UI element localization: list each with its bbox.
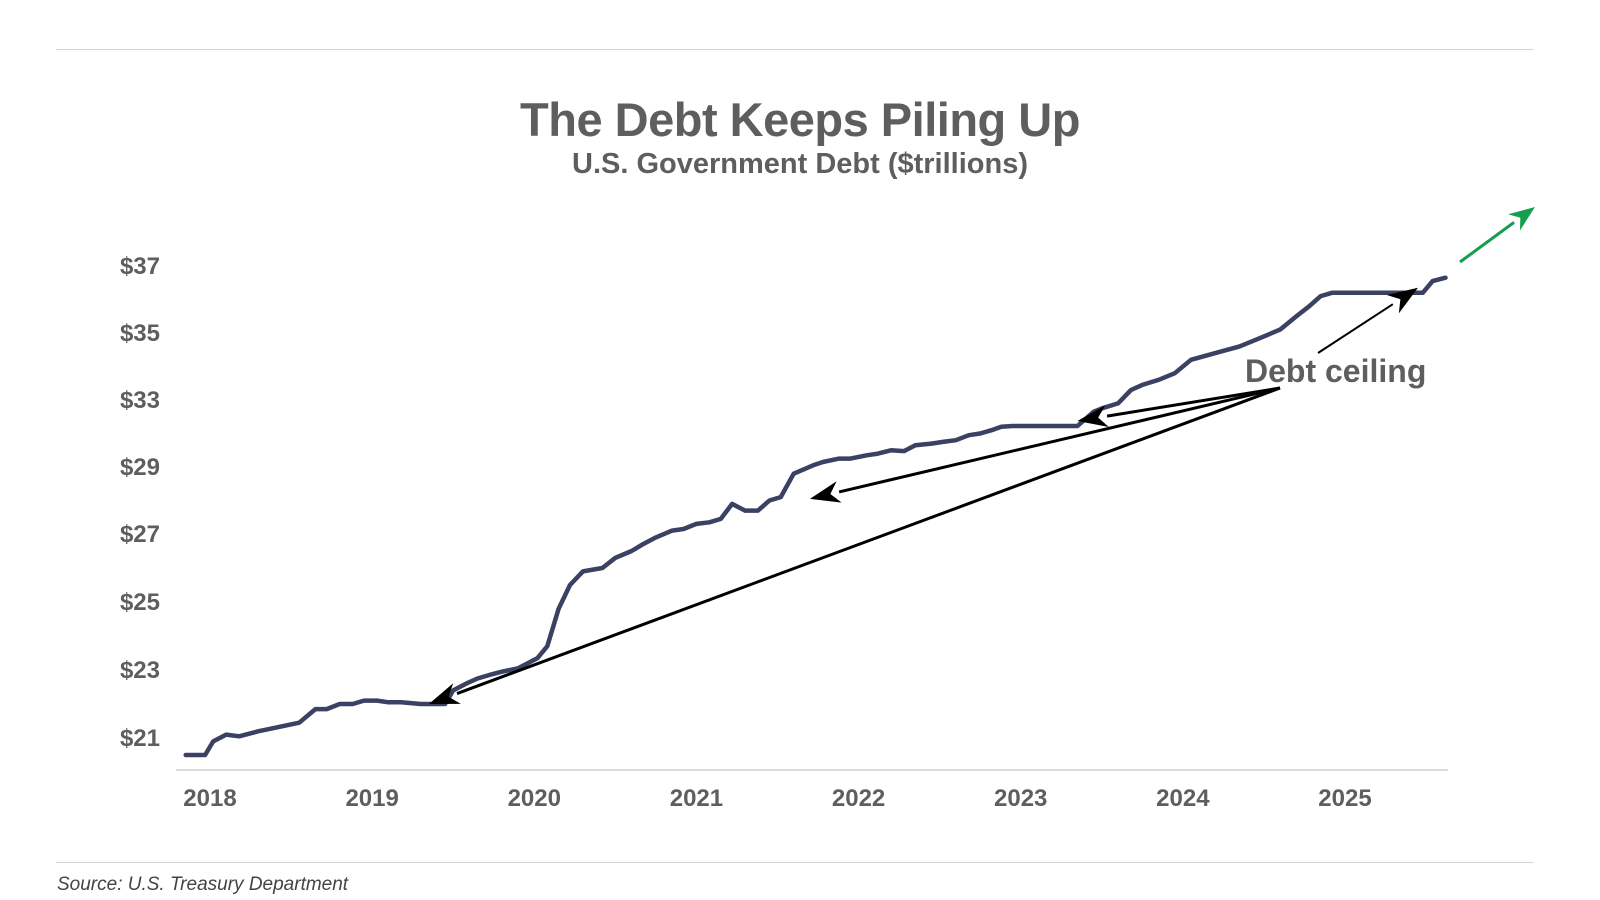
trend-arrowhead-icon xyxy=(1508,207,1535,231)
y-tick-label: $25 xyxy=(120,589,160,616)
y-tick-label: $29 xyxy=(120,454,160,481)
debt-ceiling-arrow-shaft xyxy=(456,386,1281,695)
x-tick-label: 2021 xyxy=(670,785,723,812)
debt-ceiling-arrowhead-icon xyxy=(428,683,461,704)
debt-ceiling-arrow-shaft xyxy=(1106,386,1281,418)
source-note: Source: U.S. Treasury Department xyxy=(57,874,349,895)
x-tick-label: 2025 xyxy=(1318,785,1371,812)
x-tick-label: 2019 xyxy=(345,785,398,812)
bottom-divider xyxy=(56,862,1534,863)
debt-ceiling-arrows xyxy=(428,287,1418,704)
y-tick-label: $27 xyxy=(120,521,160,548)
y-tick-label: $35 xyxy=(120,320,160,347)
x-tick-label: 2024 xyxy=(1156,785,1210,812)
x-axis-ticks: 2018 2019 2020 2021 2022 2023 2024 2025 xyxy=(183,785,1371,812)
debt-ceiling-label: Debt ceiling xyxy=(1245,353,1426,389)
chart-title: The Debt Keeps Piling Up xyxy=(520,93,1080,146)
x-tick-label: 2020 xyxy=(508,785,561,812)
debt-series-line xyxy=(183,275,1448,758)
y-tick-label: $21 xyxy=(120,725,160,752)
y-tick-label: $23 xyxy=(120,657,160,684)
x-tick-label: 2023 xyxy=(994,785,1047,812)
trend-up-arrow-icon xyxy=(1459,207,1535,264)
x-tick-label: 2022 xyxy=(832,785,885,812)
debt-ceiling-arrow-shaft xyxy=(1317,303,1394,354)
y-tick-label: $33 xyxy=(120,387,160,414)
debt-ceiling-arrowhead-icon xyxy=(1077,405,1109,427)
y-axis-ticks: $21 $23 $25 $27 $29 $33 $35 $37 xyxy=(120,253,160,752)
x-tick-label: 2018 xyxy=(183,785,236,812)
debt-ceiling-arrow-shaft xyxy=(838,386,1281,494)
y-tick-label: $37 xyxy=(120,253,160,280)
debt-ceiling-arrowhead-icon xyxy=(809,481,842,503)
chart-subtitle: U.S. Government Debt ($trillions) xyxy=(572,148,1028,180)
top-divider xyxy=(56,49,1534,50)
debt-ceiling-arrowhead-icon xyxy=(1386,287,1418,314)
trend-arrow-shaft xyxy=(1459,221,1515,264)
